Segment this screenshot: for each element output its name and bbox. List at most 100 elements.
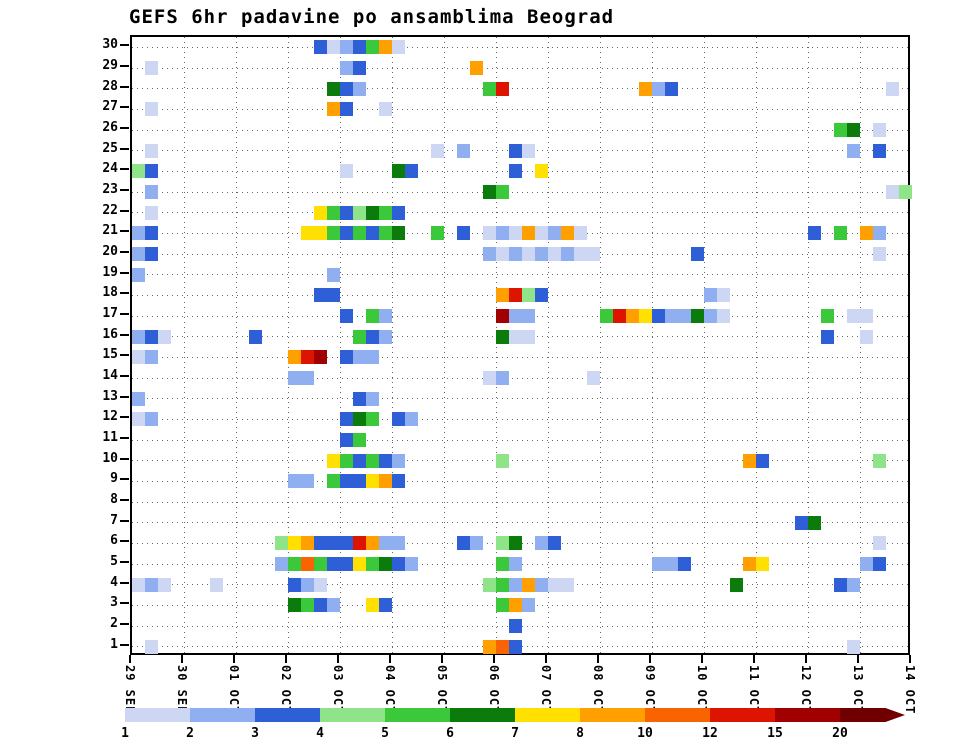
heatmap-cell <box>132 226 145 241</box>
y-tick-label: 1 <box>110 636 118 652</box>
heatmap-cell <box>470 536 483 551</box>
heatmap-cell <box>873 247 886 261</box>
heatmap-cell <box>873 226 886 241</box>
grid-line-vertical <box>547 37 549 653</box>
heatmap-cell <box>509 309 522 323</box>
heatmap-cell <box>574 247 587 261</box>
heatmap-cell <box>340 350 353 365</box>
heatmap-cell <box>834 577 847 592</box>
heatmap-cell <box>873 453 886 468</box>
heatmap-cell <box>353 61 366 75</box>
heatmap-cell <box>873 536 886 551</box>
heatmap-cell <box>379 205 392 220</box>
y-tick-label: 25 <box>102 140 118 156</box>
x-tick-label: 05 OCT <box>435 665 449 715</box>
heatmap-cell <box>392 453 405 468</box>
y-tick-mark <box>120 581 129 584</box>
y-tick-mark <box>120 271 129 274</box>
heatmap-cell <box>535 247 548 261</box>
heatmap-cell <box>496 309 509 323</box>
heatmap-cell <box>847 577 860 592</box>
heatmap-cell <box>145 226 158 241</box>
heatmap-cell <box>145 247 158 261</box>
heatmap-cell <box>665 309 678 323</box>
grid-line-horizontal <box>132 522 908 524</box>
y-tick-mark <box>120 561 129 563</box>
heatmap-cell <box>522 329 535 344</box>
heatmap-cell <box>340 61 353 75</box>
y-tick-mark <box>120 623 129 625</box>
y-tick-mark <box>120 499 129 501</box>
heatmap-cell <box>340 309 353 323</box>
y-tick-mark <box>120 106 129 109</box>
colorbar-segment <box>385 708 450 722</box>
y-tick-label: 30 <box>102 37 118 53</box>
plot-area <box>130 35 912 655</box>
heatmap-cell <box>327 536 340 551</box>
heatmap-cell <box>392 474 405 489</box>
heatmap-cell <box>405 412 418 427</box>
heatmap-cell <box>314 205 327 220</box>
heatmap-cell <box>834 123 847 137</box>
heatmap-cell <box>457 226 470 241</box>
heatmap-cell <box>509 288 522 303</box>
colorbar-tick-label: 6 <box>446 726 454 741</box>
heatmap-cell <box>483 371 496 385</box>
x-tick-mark <box>233 655 235 663</box>
heatmap-cell <box>145 102 158 117</box>
heatmap-cell <box>821 329 834 344</box>
grid-line-horizontal <box>132 439 908 441</box>
heatmap-cell <box>899 185 912 199</box>
heatmap-cell <box>691 247 704 261</box>
heatmap-cell <box>145 205 158 220</box>
grid-line-vertical <box>703 37 705 653</box>
y-tick-label: 15 <box>102 347 118 363</box>
grid-line-horizontal <box>132 191 908 193</box>
heatmap-cell <box>496 453 509 468</box>
y-tick-mark <box>120 354 129 357</box>
x-tick-label: 11 OCT <box>747 665 761 715</box>
heatmap-cell <box>353 40 366 55</box>
heatmap-cell <box>496 557 509 571</box>
grid-line-horizontal <box>132 212 908 214</box>
y-tick-mark <box>120 127 129 129</box>
heatmap-cell <box>301 371 314 385</box>
heatmap-cell <box>340 412 353 427</box>
heatmap-cell <box>314 536 327 551</box>
colorbar-tick-label: 2 <box>186 726 194 741</box>
heatmap-cell <box>483 577 496 592</box>
heatmap-cell <box>756 453 769 468</box>
y-tick-mark <box>120 375 129 377</box>
x-tick-label: 03 OCT <box>331 665 345 715</box>
x-tick-label: 07 OCT <box>539 665 553 715</box>
heatmap-cell <box>132 412 145 427</box>
heatmap-cell <box>340 433 353 447</box>
y-tick-mark <box>120 44 129 47</box>
heatmap-cell <box>522 226 535 241</box>
heatmap-cell <box>340 164 353 179</box>
heatmap-cell <box>210 577 223 592</box>
x-tick-label: 08 OCT <box>591 665 605 715</box>
heatmap-cell <box>470 61 483 75</box>
heatmap-cell <box>587 371 600 385</box>
heatmap-cell <box>379 557 392 571</box>
heatmap-cell <box>496 185 509 199</box>
grid-line-vertical <box>183 37 185 653</box>
x-tick-mark <box>337 655 339 663</box>
heatmap-cell <box>392 536 405 551</box>
heatmap-cell <box>353 81 366 96</box>
grid-line-vertical <box>287 37 289 653</box>
heatmap-cell <box>522 577 535 592</box>
heatmap-cell <box>340 536 353 551</box>
heatmap-cell <box>353 536 366 551</box>
y-tick-mark <box>120 168 129 171</box>
heatmap-cell <box>535 164 548 179</box>
heatmap-cell <box>561 226 574 241</box>
heatmap-cell <box>379 309 392 323</box>
colorbar-segment <box>840 708 905 722</box>
heatmap-cell <box>808 226 821 241</box>
y-tick-label: 11 <box>102 430 118 445</box>
y-tick-label: 27 <box>102 99 118 115</box>
heatmap-cell <box>483 247 496 261</box>
heatmap-cell <box>704 288 717 303</box>
